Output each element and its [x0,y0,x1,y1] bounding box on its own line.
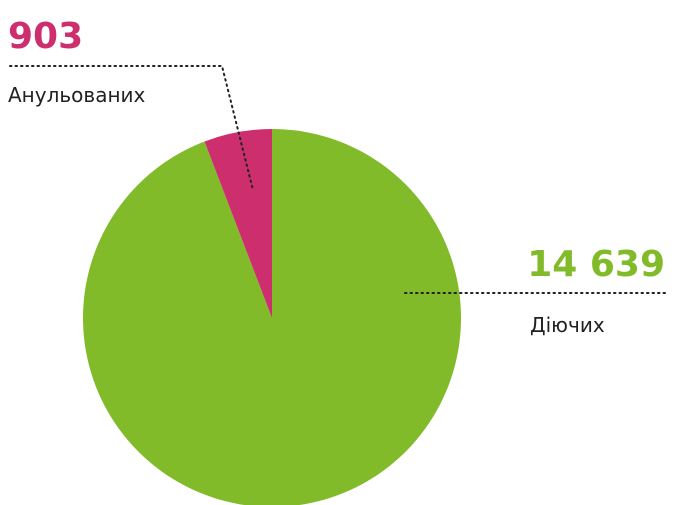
value-label: 14 639 [527,244,665,285]
value-label: 903 [8,16,83,57]
category-label: Анульованих [8,83,146,107]
pie-slice [204,129,272,318]
category-label: Діючих [530,313,605,337]
pie [82,129,461,505]
leader-line [9,65,254,191]
pie-slice [82,129,461,505]
